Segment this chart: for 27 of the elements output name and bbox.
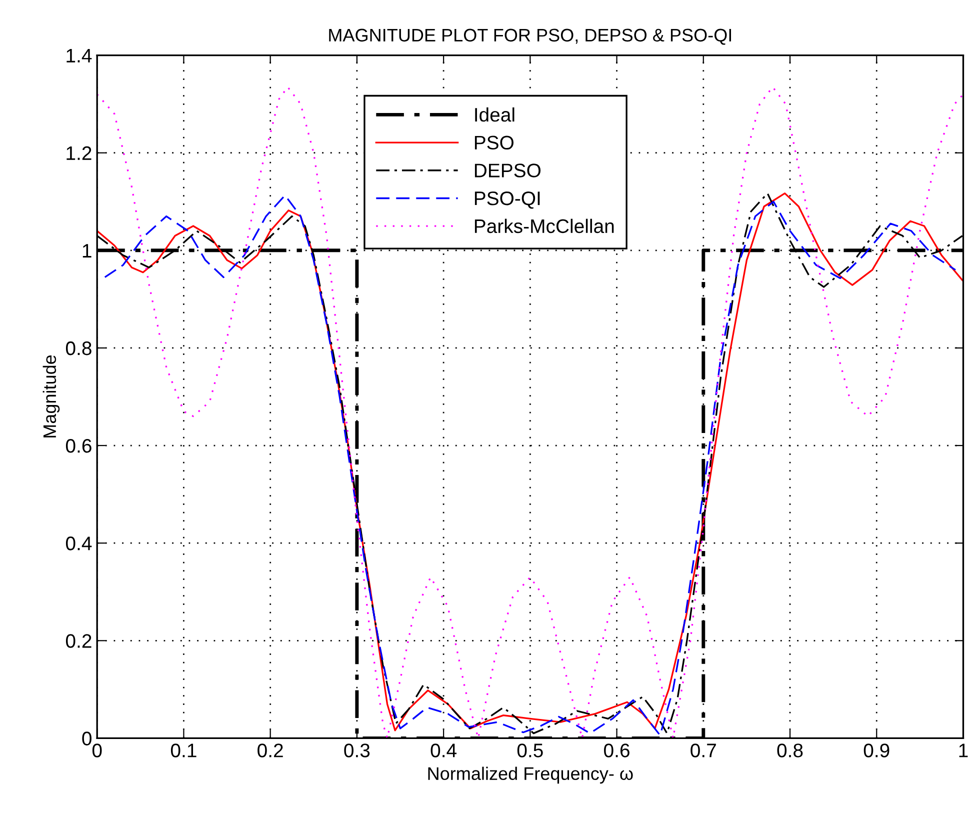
x-tick-label: 0.9: [864, 744, 890, 758]
legend-label: PSO-QI: [474, 191, 540, 209]
x-tick-label: 0.4: [430, 744, 456, 758]
x-tick-label: 0.3: [344, 744, 370, 758]
x-axis-title: Normalized Frequency- ω: [428, 766, 633, 784]
legend-label: Ideal: [475, 107, 514, 122]
legend-label: DEPSO: [474, 164, 541, 178]
y-tick-label: 0.8: [66, 341, 92, 356]
y-tick-label: 1.2: [66, 146, 92, 160]
x-tick-label: 0.1: [170, 744, 196, 758]
x-tick-label: 0.6: [604, 744, 630, 758]
y-tick-label: 0.4: [66, 536, 92, 550]
y-tick-label: 0.2: [66, 634, 92, 648]
x-tick-label: 0.2: [258, 744, 283, 758]
x-tick-label: 0.8: [777, 744, 803, 758]
y-axis-title: Magnitude: [42, 355, 60, 438]
x-tick-label: 1: [959, 744, 968, 758]
y-tick-label: 1: [82, 244, 92, 258]
x-tick-label: 0.5: [517, 744, 543, 758]
y-tick-label: 1.4: [66, 48, 92, 62]
legend-label: Parks-McClellan: [474, 218, 614, 234]
x-tick-label: 0.7: [690, 744, 716, 758]
y-tick-label: 0: [82, 732, 92, 746]
legend-label: PSO: [474, 136, 514, 150]
y-tick-label: 0.6: [66, 438, 92, 453]
x-tick-label: 0: [92, 744, 102, 758]
chart-title: MAGNITUDE PLOT FOR PSO, DEPSO & PSO-QI: [329, 28, 731, 45]
